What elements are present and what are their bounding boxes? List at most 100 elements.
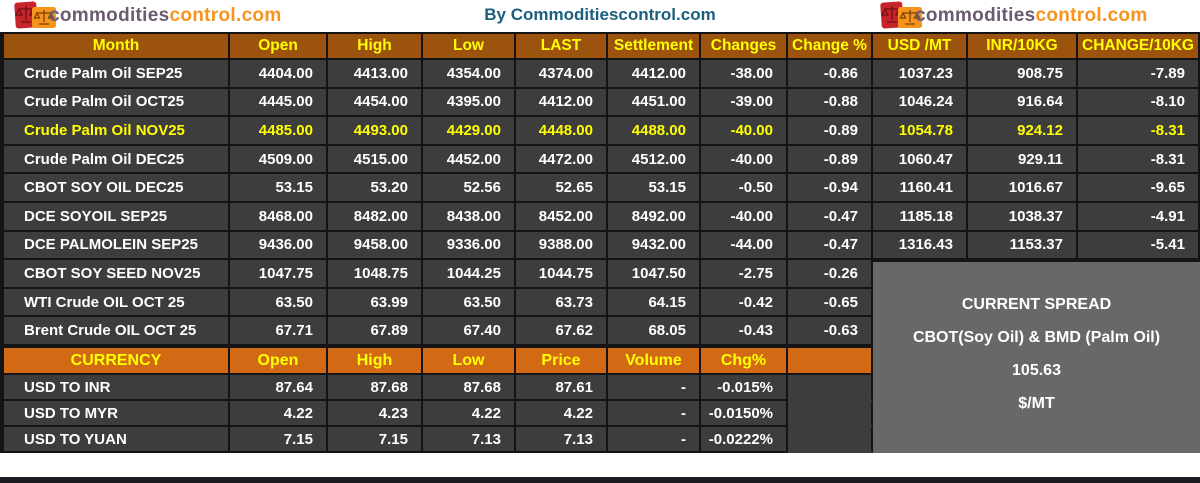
value-cell: -0.89 — [788, 117, 873, 146]
value-cell: 8492.00 — [608, 202, 701, 232]
value-cell: -4.91 — [1078, 202, 1200, 232]
value-cell: 53.20 — [328, 174, 423, 203]
column-header: USD /MT — [873, 32, 968, 60]
spread-title: CURRENT SPREAD — [961, 296, 1112, 313]
value-cell: 4448.00 — [516, 117, 608, 146]
value-cell: 9388.00 — [516, 231, 608, 261]
value-cell: - — [608, 427, 701, 453]
value-cell: 4.22 — [423, 401, 516, 427]
value-cell: -0.26 — [788, 260, 873, 289]
value-cell: 1316.43 — [873, 231, 968, 261]
column-header: High — [328, 32, 423, 60]
value-cell: 53.15 — [608, 174, 701, 203]
value-cell: 87.64 — [230, 375, 328, 401]
bottom-strip — [0, 477, 1200, 483]
value-cell: -0.42 — [701, 288, 788, 318]
value-cell: -0.0222% — [701, 427, 788, 453]
value-cell: 7.13 — [423, 427, 516, 453]
instrument-name-cell: Crude Palm Oil SEP25 — [0, 60, 230, 89]
column-header: CHANGE/10KG — [1078, 32, 1200, 60]
value-cell — [788, 401, 873, 427]
value-cell: 63.50 — [423, 288, 516, 318]
instrument-name-cell: Crude Palm Oil OCT25 — [0, 88, 230, 118]
column-header: INR/10KG — [968, 32, 1078, 60]
logo-text-secondary: control.com — [1035, 5, 1148, 26]
value-cell: 4429.00 — [423, 117, 516, 146]
value-cell: 4472.00 — [516, 145, 608, 175]
instrument-name-cell: Crude Palm Oil DEC25 — [0, 145, 230, 175]
value-cell: -44.00 — [701, 231, 788, 261]
value-cell: 1160.41 — [873, 174, 968, 203]
value-cell: 68.05 — [608, 317, 701, 346]
value-cell: 52.56 — [423, 174, 516, 203]
value-cell: 4452.00 — [423, 145, 516, 175]
instrument-name-cell: CBOT SOY SEED NOV25 — [0, 260, 230, 289]
value-cell: 63.50 — [230, 288, 328, 318]
instrument-name-cell: Crude Palm Oil NOV25 — [0, 117, 230, 146]
logo-text-secondary: control.com — [169, 5, 282, 26]
value-cell: -40.00 — [701, 117, 788, 146]
value-cell: 9436.00 — [230, 231, 328, 261]
value-cell: 924.12 — [968, 117, 1078, 146]
table-row: Crude Palm Oil SEP25 4404.00 4413.00 4354.0… — [0, 60, 1200, 89]
page-title: By Commoditiescontrol.com — [484, 5, 716, 24]
column-header — [788, 346, 873, 375]
value-cell: 4.22 — [516, 401, 608, 427]
value-cell: 1044.25 — [423, 260, 516, 289]
logo-text-primary: commodities — [49, 5, 170, 26]
column-header: LAST — [516, 32, 608, 60]
value-cell: -0.63 — [788, 317, 873, 346]
value-cell: -0.015% — [701, 375, 788, 401]
value-cell: -40.00 — [701, 145, 788, 175]
value-cell: -0.0150% — [701, 401, 788, 427]
instrument-name-cell: DCE SOYOIL SEP25 — [0, 202, 230, 232]
value-cell: 67.89 — [328, 317, 423, 346]
value-cell: -0.88 — [788, 88, 873, 118]
instrument-name-cell: USD TO MYR — [0, 401, 230, 427]
value-cell: 1153.37 — [968, 231, 1078, 261]
instrument-name-cell: USD TO YUAN — [0, 427, 230, 453]
instrument-name-cell: USD TO INR — [0, 375, 230, 401]
value-cell: 1046.24 — [873, 88, 968, 118]
instrument-name-cell: WTI Crude OIL OCT 25 — [0, 288, 230, 318]
value-cell: 4412.00 — [516, 88, 608, 118]
balance-scales-icon — [880, 1, 922, 29]
value-cell: 87.61 — [516, 375, 608, 401]
column-header: Open — [230, 346, 328, 375]
value-cell: 4512.00 — [608, 145, 701, 175]
value-cell: 916.64 — [968, 88, 1078, 118]
value-cell: 8468.00 — [230, 202, 328, 232]
value-cell: -0.89 — [788, 145, 873, 175]
commoditiescontrol-logo-top-right[interactable]: commodities control.com — [876, 1, 1148, 31]
table-row: DCE SOYOIL SEP25 8468.00 8482.00 8438.00 845… — [0, 202, 1200, 232]
value-cell: 4509.00 — [230, 145, 328, 175]
value-cell: 1016.67 — [968, 174, 1078, 203]
value-cell: 4.23 — [328, 401, 423, 427]
value-cell: 4451.00 — [608, 88, 701, 118]
value-cell: -0.86 — [788, 60, 873, 89]
value-cell: 4515.00 — [328, 145, 423, 175]
instrument-name-cell: CBOT SOY OIL DEC25 — [0, 174, 230, 203]
top-band: commodities control.com By Commoditiescon… — [0, 0, 1200, 32]
value-cell: -0.43 — [701, 317, 788, 346]
value-cell: 1037.23 — [873, 60, 968, 89]
instrument-name-cell: DCE PALMOLEIN SEP25 — [0, 231, 230, 261]
value-cell: 9458.00 — [328, 231, 423, 261]
value-cell: -8.31 — [1078, 117, 1200, 146]
column-header: Settlement — [608, 32, 701, 60]
column-header: Change % — [788, 32, 873, 60]
value-cell: 4454.00 — [328, 88, 423, 118]
value-cell: 1047.75 — [230, 260, 328, 289]
value-cell: -0.94 — [788, 174, 873, 203]
value-cell: -8.10 — [1078, 88, 1200, 118]
table-row: Crude Palm Oil NOV25 4485.00 4493.00 4429.0… — [0, 117, 1200, 146]
value-cell: -7.89 — [1078, 60, 1200, 89]
value-cell: 8438.00 — [423, 202, 516, 232]
spread-unit: $/MT — [1018, 395, 1055, 412]
commoditiescontrol-logo-top-left[interactable]: commodities control.com — [10, 1, 282, 31]
spread-subtitle: CBOT(Soy Oil) & BMD (Palm Oil) — [912, 329, 1161, 346]
table-row: Crude Palm Oil DEC25 4509.00 4515.00 4452.0… — [0, 145, 1200, 175]
value-cell: 1038.37 — [968, 202, 1078, 232]
